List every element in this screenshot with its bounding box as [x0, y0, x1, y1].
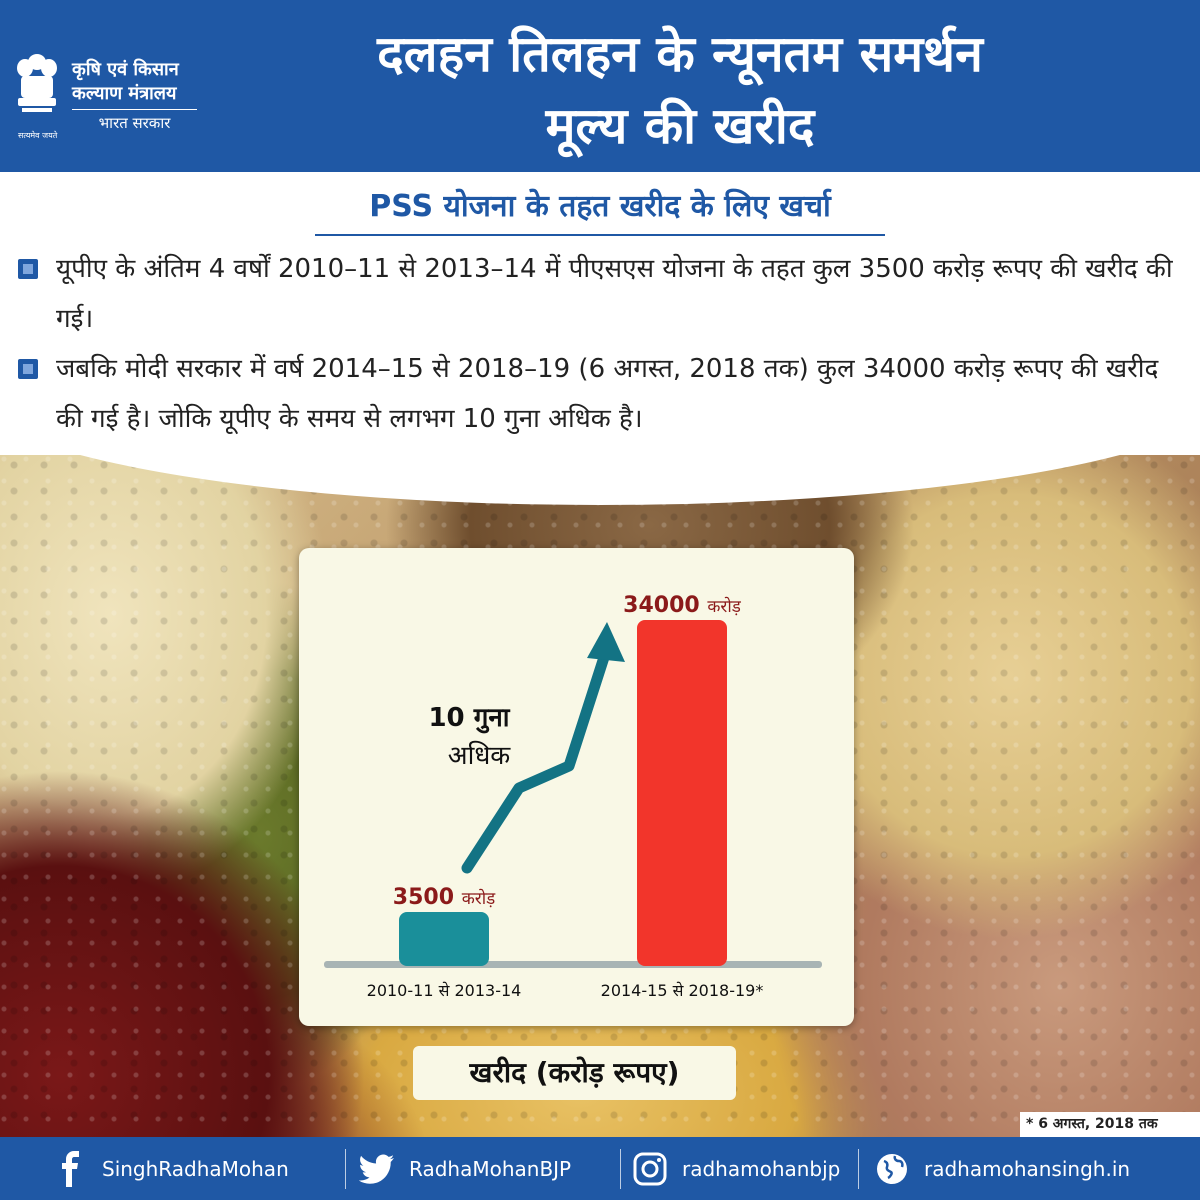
- chart-caption-box: [413, 1046, 736, 1100]
- footnote-box: [1020, 1112, 1200, 1138]
- bullet-list: यूपीए के अंतिम 4 वर्षों 2010–11 से 2013–…: [18, 244, 1182, 444]
- bullet-text: यूपीए के अंतिम 4 वर्षों 2010–11 से 2013–…: [56, 254, 1173, 334]
- category-label: 2014-15 से 2018-19*: [601, 981, 764, 1000]
- twitter-link[interactable]: RadhaMohanBJP: [357, 1149, 571, 1189]
- page-title: दलहन तिलहन के न्यूनतम समर्थन मूल्य की खर…: [225, 18, 1135, 162]
- twitter-handle: RadhaMohanBJP: [409, 1157, 572, 1181]
- page-title-line-2: मूल्य की खरीद: [545, 97, 815, 155]
- ministry-line-1: कृषि एवं किसान: [72, 59, 179, 80]
- facebook-icon: [50, 1149, 90, 1189]
- bullet-item: यूपीए के अंतिम 4 वर्षों 2010–11 से 2013–…: [18, 244, 1182, 344]
- square-bullet-icon: [18, 259, 38, 279]
- social-footer: SinghRadhaMohan RadhaMohanBJP radhamohan…: [0, 1137, 1200, 1200]
- growth-arrow: [461, 642, 613, 874]
- bullet-text: जबकि मोदी सरकार में वर्ष 2014–15 से 2018…: [56, 354, 1159, 434]
- x-axis-baseline: [324, 961, 822, 968]
- bullet-item: जबकि मोदी सरकार में वर्ष 2014–15 से 2018…: [18, 344, 1182, 444]
- bar-value-label: 3500 करोड़: [393, 885, 496, 910]
- emblem-motto: सत्यमेव जयते: [18, 131, 58, 140]
- bar-1: [399, 912, 489, 966]
- subtitle-underline: [315, 234, 885, 236]
- ministry-divider: [72, 109, 197, 110]
- bar-value-label: 34000 करोड़: [623, 593, 742, 618]
- instagram-handle: radhamohanbjp: [682, 1157, 841, 1181]
- bar-2: [637, 620, 727, 966]
- globe-icon: [872, 1149, 912, 1189]
- category-label: 2010-11 से 2013-14: [367, 981, 522, 1000]
- ministry-line-2: कल्याण मंत्रालय: [72, 83, 177, 104]
- instagram-icon: [630, 1149, 670, 1189]
- square-bullet-icon: [18, 359, 38, 379]
- footer-divider: [620, 1149, 621, 1189]
- header-banner: कृषि एवं किसान कल्याण मंत्रालय भारत सरका…: [0, 0, 1200, 172]
- section-subtitle: PSS योजना के तहत खरीद के लिए खर्चा: [369, 189, 831, 224]
- annotation-line-1: 10 गुना: [428, 703, 510, 734]
- facebook-link[interactable]: SinghRadhaMohan: [50, 1149, 289, 1189]
- website-link[interactable]: radhamohansingh.in: [872, 1149, 1130, 1189]
- twitter-icon: [357, 1149, 397, 1189]
- chart-panel: 3500 करोड़ 2010-11 से 2013-14 34000 करोड़ 2…: [299, 548, 854, 1026]
- footnote: * 6 अगस्त, 2018 तक: [1026, 1116, 1158, 1132]
- annotation-line-2: अधिक: [448, 740, 512, 771]
- page-title-line-1: दलहन तिलहन के न्यूनतम समर्थन: [377, 25, 983, 83]
- national-emblem-icon: [17, 54, 57, 112]
- website-url: radhamohansingh.in: [924, 1157, 1131, 1181]
- bar-chart: 3500 करोड़ 2010-11 से 2013-14 34000 करोड़ 2…: [324, 593, 822, 1000]
- facebook-handle: SinghRadhaMohan: [102, 1157, 289, 1181]
- ministry-line-3: भारत सरकार: [98, 114, 171, 132]
- growth-arrow-head: [587, 622, 625, 662]
- instagram-link[interactable]: radhamohanbjp: [630, 1149, 840, 1189]
- footer-divider: [858, 1149, 859, 1189]
- chart-caption: खरीद (करोड़ रूपए): [469, 1056, 680, 1089]
- footer-divider: [345, 1149, 346, 1189]
- ministry-name: कृषि एवं किसान कल्याण मंत्रालय भारत सरका…: [72, 58, 197, 133]
